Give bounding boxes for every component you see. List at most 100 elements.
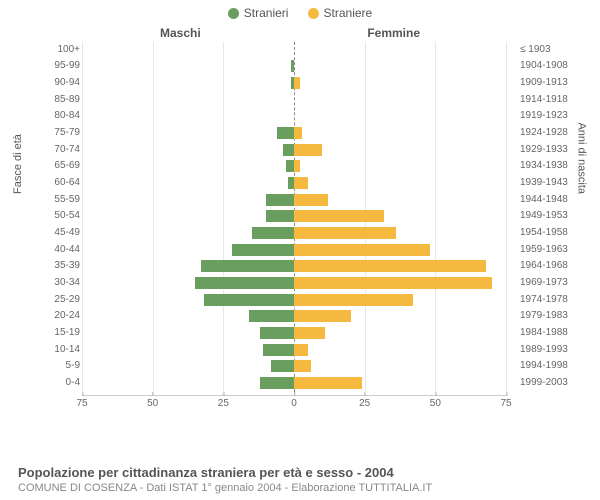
age-label: 35-39 [20,261,80,271]
bar-female [294,194,328,206]
year-label: 1964-1968 [520,261,580,271]
bar-male [283,144,294,156]
bar-row [82,309,506,323]
year-label: ≤ 1903 [520,45,580,55]
chart-title: Popolazione per cittadinanza straniera p… [18,465,590,480]
y-axis-left: 100+95-9990-9485-8980-8475-7970-7465-696… [20,42,84,392]
age-label: 40-44 [20,245,80,255]
age-label: 65-69 [20,161,80,171]
bar-female [294,310,351,322]
year-label: 1984-1988 [520,328,580,338]
bar-female [294,77,300,89]
bar-female [294,344,308,356]
year-label: 1969-1973 [520,278,580,288]
bar-row [82,226,506,240]
bar-row [82,259,506,273]
legend-male: Stranieri [228,6,289,20]
age-label: 80-84 [20,111,80,121]
year-label: 1929-1933 [520,145,580,155]
year-label: 1934-1938 [520,161,580,171]
bar-female [294,294,413,306]
age-label: 100+ [20,45,80,55]
year-label: 1989-1993 [520,345,580,355]
bar-row [82,343,506,357]
year-label: 1954-1958 [520,228,580,238]
bar-male [266,194,294,206]
x-tick: 25 [359,396,370,409]
x-tick: 75 [500,396,511,409]
x-axis: 7550250255075 [82,395,506,410]
year-label: 1999-2003 [520,378,580,388]
bar-row [82,293,506,307]
bar-row [82,159,506,173]
age-label: 10-14 [20,345,80,355]
bar-male [204,294,294,306]
bar-male [260,377,294,389]
year-label: 1939-1943 [520,178,580,188]
bar-male [263,344,294,356]
bar-row [82,209,506,223]
bar-female [294,177,308,189]
bar-female [294,277,492,289]
x-tick: 0 [291,396,297,409]
legend-male-label: Stranieri [244,6,289,20]
bar-row [82,193,506,207]
bar-female [294,360,311,372]
age-label: 95-99 [20,61,80,71]
col-header-left: Maschi [160,26,201,40]
year-label: 1959-1963 [520,245,580,255]
bar-row [82,359,506,373]
age-label: 75-79 [20,128,80,138]
age-label: 45-49 [20,228,80,238]
bar-row [82,109,506,123]
year-label: 1944-1948 [520,195,580,205]
bar-row [82,376,506,390]
bar-row [82,126,506,140]
bar-row [82,276,506,290]
year-label: 1904-1908 [520,61,580,71]
year-label: 1979-1983 [520,311,580,321]
age-label: 30-34 [20,278,80,288]
bar-row [82,93,506,107]
legend-female-label: Straniere [324,6,373,20]
legend-male-swatch [228,8,239,19]
bar-row [82,143,506,157]
bar-female [294,227,396,239]
year-label: 1974-1978 [520,295,580,305]
age-label: 85-89 [20,95,80,105]
bar-female [294,244,430,256]
bar-female [294,210,384,222]
bar-male [201,260,294,272]
year-label: 1914-1918 [520,95,580,105]
bar-female [294,160,300,172]
age-label: 60-64 [20,178,80,188]
bar-male [195,277,294,289]
x-tick: 75 [76,396,87,409]
bar-male [252,227,294,239]
bar-row [82,59,506,73]
x-tick: 50 [430,396,441,409]
bar-male [249,310,294,322]
bar-male [286,160,294,172]
bar-female [294,260,486,272]
age-label: 5-9 [20,361,80,371]
chart: Maschi Femmine Fasce di età Anni di nasc… [20,24,580,424]
year-label: 1909-1913 [520,78,580,88]
year-label: 1949-1953 [520,211,580,221]
bar-row [82,326,506,340]
age-label: 50-54 [20,211,80,221]
age-label: 15-19 [20,328,80,338]
x-tick: 50 [147,396,158,409]
age-label: 70-74 [20,145,80,155]
age-label: 20-24 [20,311,80,321]
bar-female [294,327,325,339]
y-axis-right: ≤ 19031904-19081909-19131914-19181919-19… [516,42,580,392]
bar-row [82,43,506,57]
col-header-right: Femmine [367,26,420,40]
bar-male [232,244,294,256]
plot-area [82,42,506,392]
legend: Stranieri Straniere [0,0,600,24]
year-label: 1924-1928 [520,128,580,138]
bar-male [260,327,294,339]
bar-male [291,60,294,72]
